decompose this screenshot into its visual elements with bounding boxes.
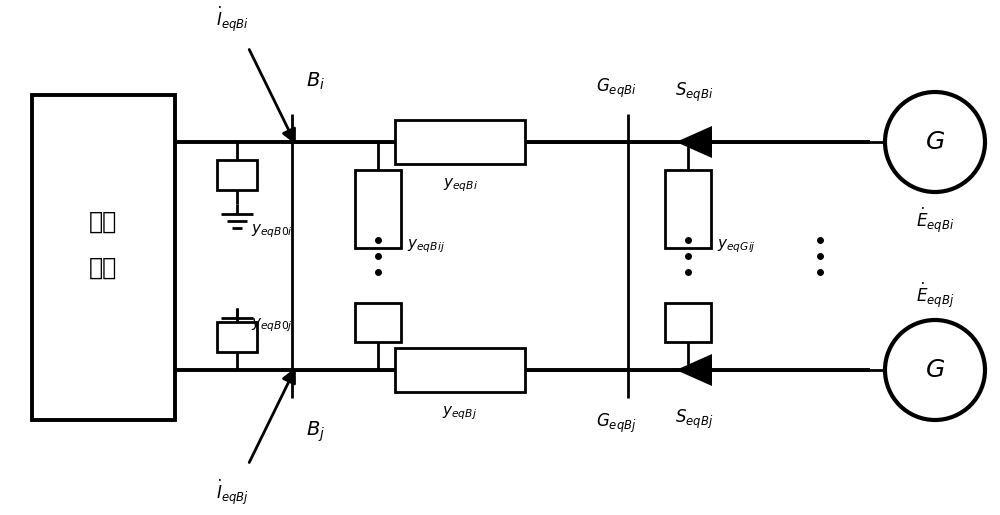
Bar [355,170,401,248]
Text: $\dot{E}_{eqBi}$: $\dot{E}_{eqBi}$ [916,206,954,235]
Text: 网络: 网络 [89,256,117,280]
Text: $y_{eqBi}$: $y_{eqBi}$ [443,176,477,194]
Text: $B_j$: $B_j$ [306,420,325,444]
Text: $\dot{I}_{eqBj}$: $\dot{I}_{eqBj}$ [216,478,248,507]
Polygon shape [676,354,712,386]
Circle shape [885,92,985,192]
Bar [217,160,257,190]
Polygon shape [676,126,712,158]
Text: $G_{eqBj}$: $G_{eqBj}$ [596,412,636,435]
Bar [665,170,711,248]
Text: $y_{eqB0i}$: $y_{eqB0i}$ [251,222,293,239]
Text: $G$: $G$ [925,130,945,154]
Circle shape [885,320,985,420]
Bar [355,303,401,342]
Bar [665,303,711,342]
Text: $S_{eqBi}$: $S_{eqBi}$ [675,81,713,104]
Bar [395,348,525,392]
Text: $S_{eqBj}$: $S_{eqBj}$ [675,408,713,431]
Text: $\dot{I}_{eqBi}$: $\dot{I}_{eqBi}$ [216,5,248,34]
Text: $G$: $G$ [925,358,945,382]
Text: $y_{eqGij}$: $y_{eqGij}$ [717,237,756,255]
Text: $B_i$: $B_i$ [306,71,325,92]
Text: $y_{eqB0j}$: $y_{eqB0j}$ [251,316,293,334]
Bar [32,95,175,420]
Bar [395,120,525,164]
Bar [217,322,257,352]
Text: $G_{eqBi}$: $G_{eqBi}$ [596,77,636,100]
Text: $y_{eqBij}$: $y_{eqBij}$ [407,237,445,255]
Text: 内部: 内部 [89,210,117,234]
Text: $y_{eqBj}$: $y_{eqBj}$ [442,404,478,422]
Text: $\dot{E}_{eqBj}$: $\dot{E}_{eqBj}$ [916,281,954,310]
